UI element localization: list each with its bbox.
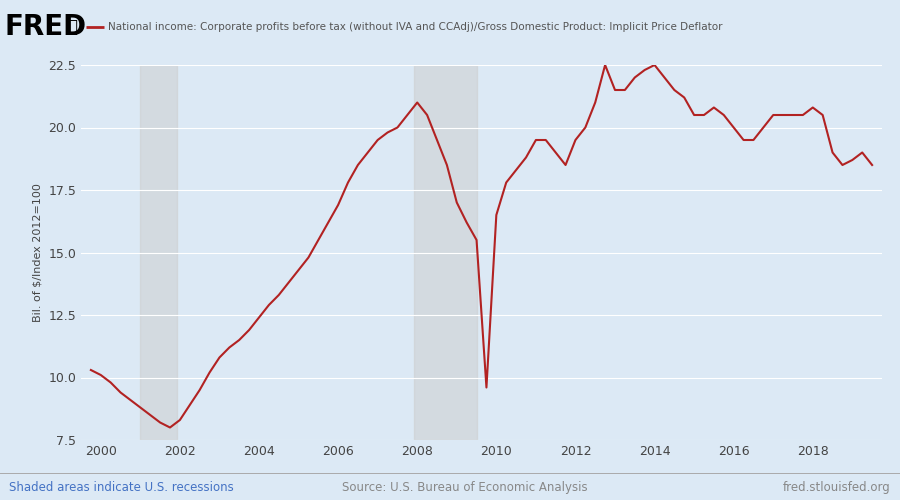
Text: FRED: FRED	[4, 13, 86, 41]
Bar	[414, 65, 477, 440]
Text: National income: Corporate profits before tax (without IVA and CCAdj)/Gross Dome: National income: Corporate profits befor…	[108, 22, 723, 32]
Text: Shaded areas indicate U.S. recessions: Shaded areas indicate U.S. recessions	[9, 481, 234, 494]
Text: Source: U.S. Bureau of Economic Analysis: Source: U.S. Bureau of Economic Analysis	[342, 481, 588, 494]
Y-axis label: Bil. of $/Index 2012=100: Bil. of $/Index 2012=100	[32, 183, 42, 322]
Bar	[140, 65, 176, 440]
Text: 📈: 📈	[68, 18, 77, 36]
Text: fred.stlouisfed.org: fred.stlouisfed.org	[783, 481, 891, 494]
